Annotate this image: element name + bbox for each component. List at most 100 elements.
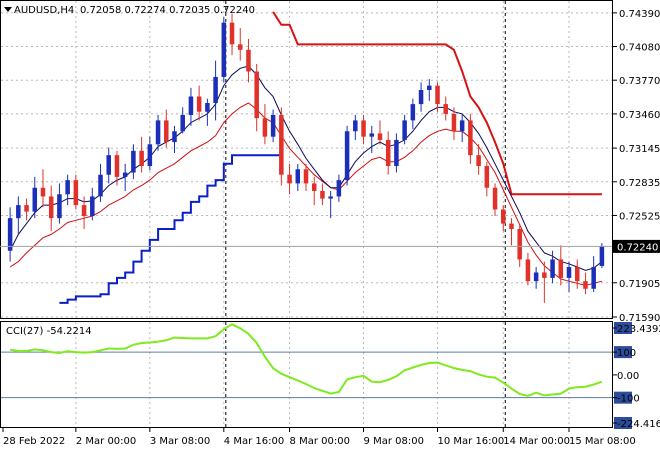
candle[interactable] (221, 17, 227, 83)
candle[interactable] (139, 136, 144, 173)
candle[interactable] (410, 98, 416, 130)
candle[interactable] (98, 163, 103, 202)
time-tick-label: 15 Mar 08:00 (569, 436, 636, 447)
candle[interactable] (229, 13, 235, 56)
candle[interactable] (114, 150, 120, 186)
candle[interactable] (81, 196, 87, 230)
candle[interactable] (328, 191, 333, 219)
candle[interactable] (147, 136, 153, 171)
candle[interactable] (295, 163, 301, 191)
candle[interactable] (344, 125, 350, 186)
candle[interactable] (385, 131, 391, 175)
candle[interactable] (32, 176, 38, 219)
candle-body (7, 218, 13, 251)
candle[interactable] (270, 109, 276, 143)
candle[interactable] (459, 114, 465, 143)
price-axis: 0.74390 0.74080 0.73770 0.73460 0.73145 0.728… (612, 9, 660, 324)
candle[interactable] (443, 96, 448, 121)
candle[interactable] (65, 174, 70, 206)
candle[interactable] (57, 183, 62, 224)
candle[interactable] (172, 125, 177, 153)
candle[interactable] (262, 104, 268, 145)
candle-body (501, 209, 506, 224)
candle-body (114, 155, 120, 177)
candle[interactable] (583, 272, 588, 295)
candle-body (131, 150, 136, 173)
candle[interactable] (73, 174, 79, 210)
candle-body (443, 104, 448, 114)
candle[interactable] (48, 185, 54, 232)
candle[interactable] (188, 87, 194, 126)
candle[interactable] (254, 63, 259, 132)
candle[interactable] (451, 107, 457, 140)
candle[interactable] (476, 144, 481, 175)
candle[interactable] (40, 169, 46, 208)
candle[interactable] (566, 261, 572, 293)
candle[interactable] (591, 256, 596, 293)
candle[interactable] (287, 163, 292, 195)
time-tick-label: 3 Mar 08:00 (150, 436, 210, 447)
candle-body (492, 187, 498, 210)
candle[interactable] (164, 109, 169, 148)
candle[interactable] (320, 183, 325, 206)
candle-body (32, 187, 38, 212)
candle[interactable] (279, 107, 284, 186)
candle-body (287, 174, 292, 184)
candle[interactable] (353, 114, 358, 140)
candle[interactable] (311, 176, 317, 206)
candle[interactable] (550, 250, 555, 284)
candle-body (237, 44, 243, 50)
candle-body (16, 205, 21, 219)
candle[interactable] (180, 107, 185, 134)
candle-body (509, 223, 514, 230)
candle[interactable] (542, 261, 547, 303)
candle[interactable] (558, 245, 564, 286)
candle[interactable] (213, 60, 218, 121)
candle[interactable] (7, 207, 13, 262)
candle[interactable] (246, 38, 251, 83)
candle[interactable] (427, 79, 432, 101)
candle[interactable] (196, 85, 202, 121)
candle[interactable] (131, 144, 136, 180)
candle-body (574, 267, 580, 282)
candle[interactable] (435, 82, 440, 112)
candle[interactable] (402, 114, 407, 145)
candle-body (139, 150, 144, 167)
candle[interactable] (16, 196, 21, 235)
candle[interactable] (90, 187, 95, 221)
candle[interactable] (122, 163, 128, 191)
candle[interactable] (237, 28, 243, 61)
candle[interactable] (501, 205, 506, 232)
candle[interactable] (509, 218, 514, 246)
time-axis: 28 Feb 2022 2 Mar 00:00 3 Mar 08:00 4 Mar 1… (2, 428, 636, 447)
triangle-down-icon[interactable] (4, 7, 12, 12)
candle[interactable] (517, 223, 522, 268)
candle[interactable] (155, 114, 161, 151)
candle[interactable] (525, 252, 531, 286)
candle[interactable] (468, 113, 473, 164)
candle[interactable] (205, 98, 210, 126)
candle[interactable] (533, 267, 539, 289)
candle[interactable] (361, 114, 366, 145)
ohlc-values: 0.72058 0.72274 0.72035 0.72240 (80, 5, 255, 16)
candle[interactable] (599, 243, 605, 269)
candle-body (188, 96, 194, 115)
candle[interactable] (574, 259, 580, 289)
candle[interactable] (492, 183, 498, 216)
candle-body (599, 246, 605, 266)
candlestick-series[interactable] (7, 13, 605, 303)
candle[interactable] (369, 125, 375, 153)
candle[interactable] (24, 198, 29, 221)
candle-body (385, 139, 391, 167)
candle[interactable] (394, 133, 399, 173)
candle-body (40, 187, 46, 197)
candle[interactable] (303, 163, 309, 191)
candle[interactable] (418, 82, 424, 112)
candle[interactable] (377, 120, 383, 145)
candle[interactable] (106, 147, 111, 184)
candle[interactable] (484, 161, 490, 197)
candle[interactable] (336, 174, 342, 202)
candle-body (147, 144, 153, 167)
